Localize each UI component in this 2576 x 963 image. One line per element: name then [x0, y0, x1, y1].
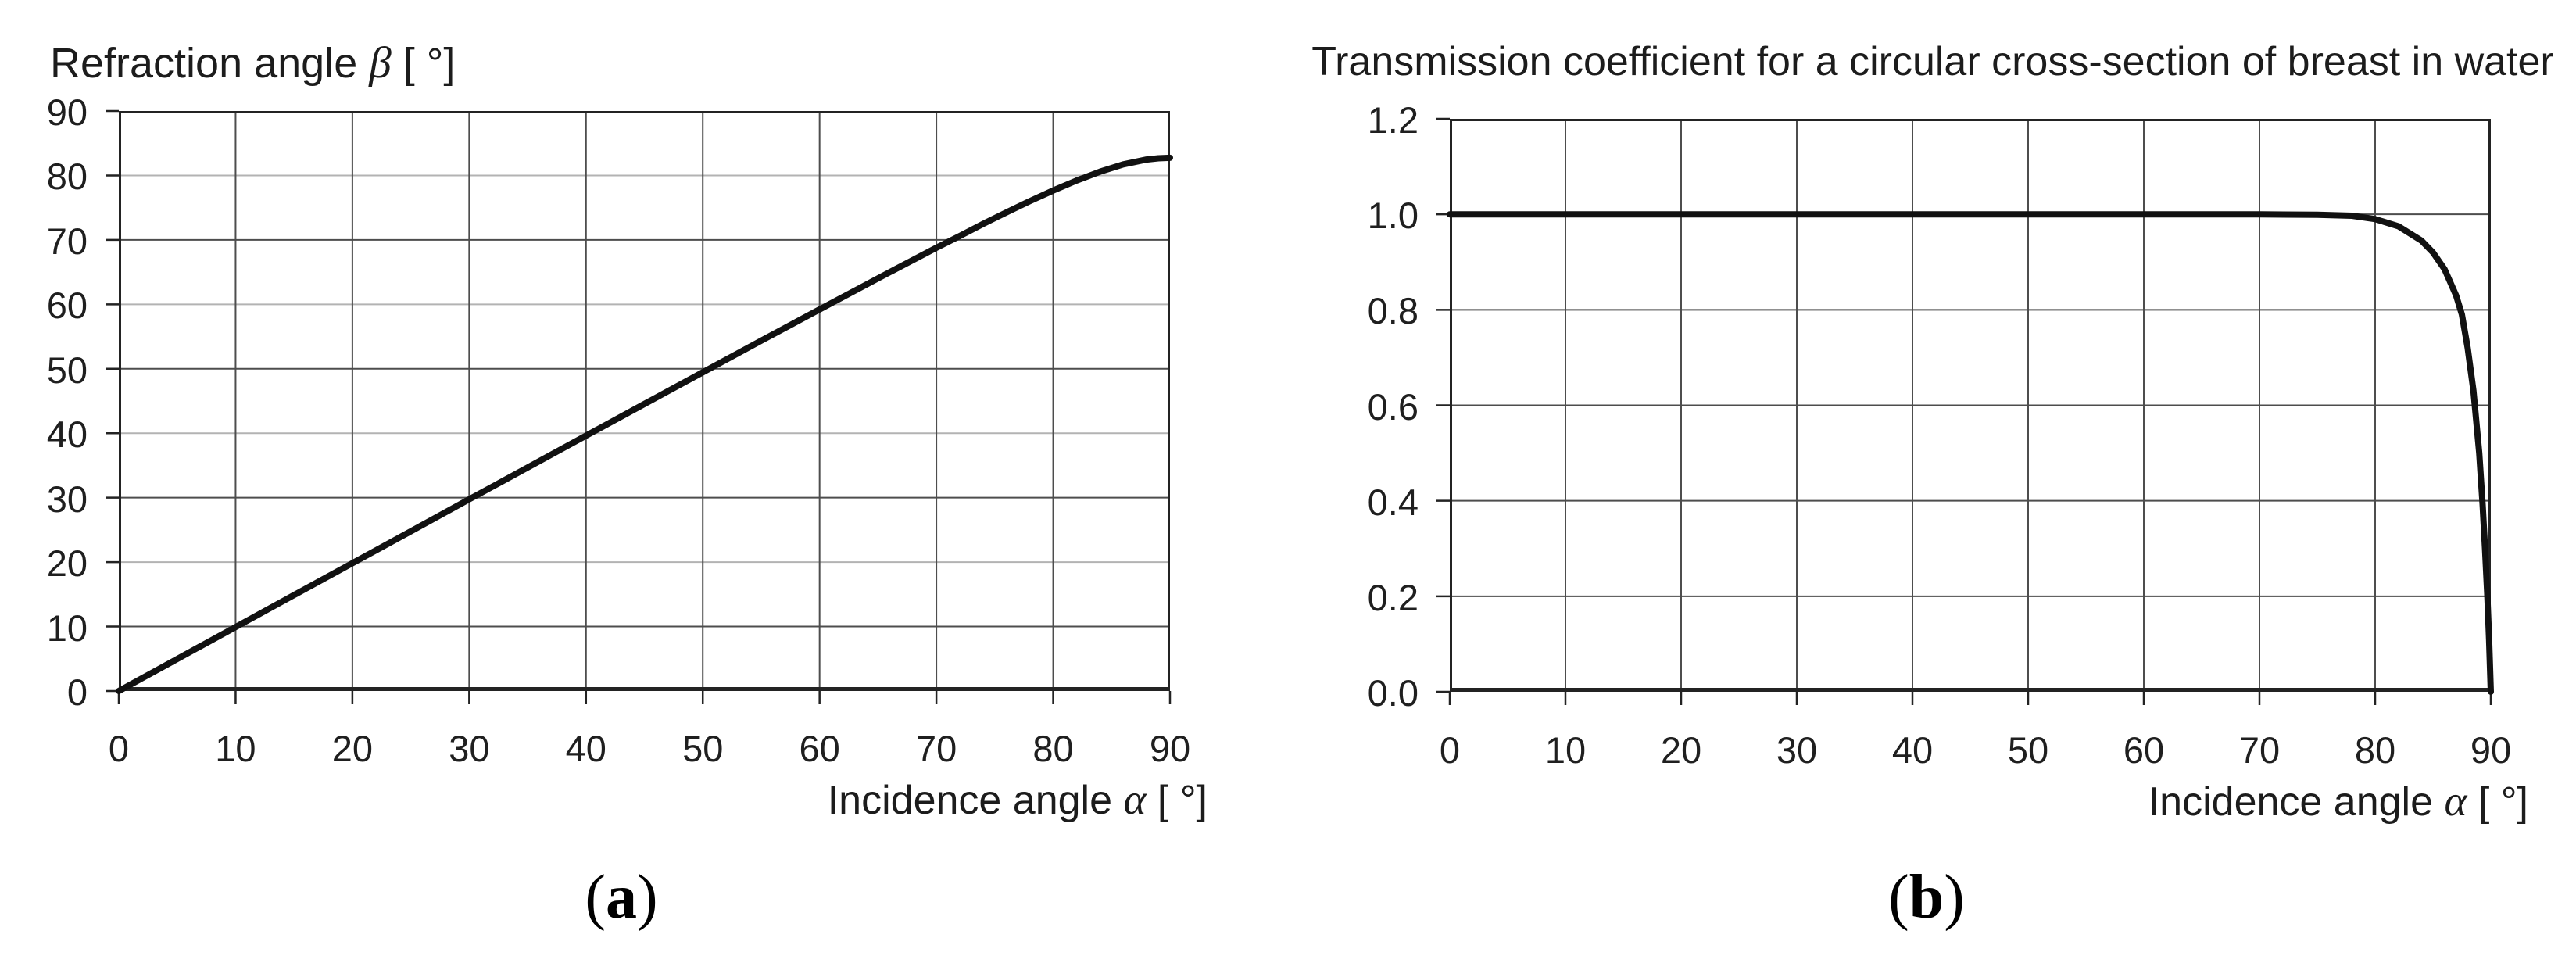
panel-b-caption: (b): [1762, 863, 2091, 932]
panel-a-xtick-label: 70: [915, 728, 957, 769]
panel-b-xtick-label: 70: [2238, 729, 2281, 771]
panel-b-xtick-label: 20: [1660, 729, 1702, 771]
panel-b-ytick-label: 0.6: [1367, 385, 1419, 428]
panel-b-xtick-label: 80: [2354, 729, 2396, 771]
beta-symbol: β: [369, 38, 392, 88]
panel-a-ytick-label: 20: [46, 542, 88, 585]
panel-a-xaxis-label-units: [ °]: [1146, 778, 1208, 823]
panel-b-ytick-label: 1.2: [1367, 99, 1419, 141]
panel-a-ytick-label: 10: [46, 607, 88, 649]
panel-b-caption-close-paren: ): [1944, 863, 1965, 932]
panel-a-caption-close-paren: ): [637, 863, 658, 932]
panel-a-xtick-label: 40: [565, 728, 606, 769]
panel-a-ytick-label: 90: [46, 91, 88, 133]
panel-a-xtick-label: 90: [1149, 728, 1191, 769]
panel-b-xaxis-label-units: [ °]: [2467, 779, 2528, 825]
panel-b-xtick-label: 10: [1544, 729, 1587, 771]
panel-b-ytick-label: 0.2: [1367, 576, 1419, 618]
panel-b-xtick-label: 90: [2470, 729, 2512, 771]
panel-b-xtick-label: 0: [1439, 729, 1461, 771]
panel-a-xtick-label: 30: [449, 728, 490, 769]
panel-a-xtick-label: 60: [799, 728, 840, 769]
panel-a-caption-letter: a: [606, 863, 637, 932]
panel-a-title-units: [ °]: [391, 40, 456, 87]
panel-a-caption-open-paren: (: [585, 863, 606, 932]
panel-b-ytick-label: 1.0: [1367, 195, 1419, 237]
panel-a-ytick-label: 0: [66, 671, 88, 713]
panel-b-plot-area: [1436, 117, 2494, 705]
panel-a-ytick-label: 80: [46, 156, 88, 198]
panel-b-title: Transmission coefficient for a circular …: [1311, 39, 2554, 84]
panel-b-xtick-label: 50: [2007, 729, 2049, 771]
panel-a-xtick-label: 10: [215, 728, 256, 769]
panel-b-ytick-label: 0.4: [1367, 481, 1419, 523]
alpha-symbol: α: [2444, 777, 2467, 825]
panel-a-title-text: Refraction angle: [50, 40, 370, 87]
panel-a-ytick-label: 50: [46, 349, 88, 391]
panel-a-ytick-label: 70: [46, 220, 88, 262]
alpha-symbol: α: [1123, 775, 1147, 823]
panel-b-data-curve: [1447, 211, 2494, 695]
panel-b-xtick-label: 30: [1776, 729, 1818, 771]
panel-b-xtick-label: 60: [2123, 729, 2165, 771]
panel-b-caption-open-paren: (: [1888, 863, 1909, 932]
panel-a-ytick-label: 60: [46, 285, 88, 327]
panel-b-xtick-label: 40: [1891, 729, 1934, 771]
panel-b-ytick-label: 0.0: [1367, 672, 1419, 714]
panel-b-ytick-label: 0.8: [1367, 290, 1419, 332]
panel-b-xaxis-label-text: Incidence angle: [2148, 779, 2445, 825]
panel-a-ytick-label: 40: [46, 413, 88, 456]
panel-a-xtick-label: 20: [331, 728, 374, 769]
panel-b-caption-letter: b: [1909, 863, 1945, 932]
panel-a-xtick-label: 0: [108, 728, 130, 769]
panel-a-xtick-label: 50: [682, 728, 724, 769]
panel-a-xaxis-label: Incidence angle α [ °]: [504, 775, 1208, 824]
panel-a-title: Refraction angle β [ °]: [50, 38, 455, 89]
panel-a-xaxis-label-text: Incidence angle: [827, 778, 1124, 823]
panel-b-xaxis-label: Incidence angle α [ °]: [1825, 777, 2528, 825]
panel-a-xtick-label: 80: [1032, 728, 1074, 769]
panel-a-plot-area: [106, 109, 1173, 704]
panel-a-caption: (a): [457, 863, 785, 932]
panel-a-ytick-label: 30: [46, 478, 88, 520]
panel-a-data-curve: [116, 154, 1173, 694]
